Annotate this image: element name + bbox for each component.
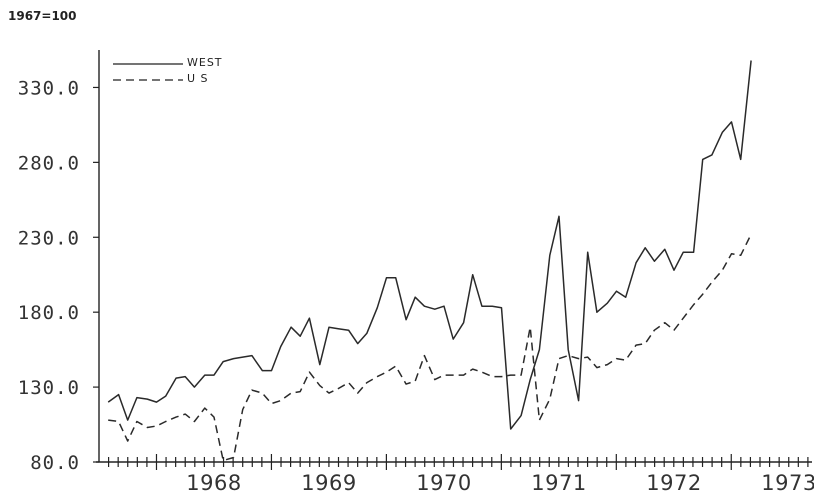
y-tick-label: 330.0 (18, 77, 80, 99)
x-axis-ticks: 1968 1969 1970 1971 1972 1973 (107, 454, 814, 495)
x-tick-label: 1969 (301, 471, 356, 495)
series-line-us (108, 233, 752, 462)
y-tick-label: 180.0 (18, 302, 80, 324)
legend-label-west: WEST (187, 56, 223, 69)
y-tick-label: 130.0 (18, 377, 80, 399)
series-layer (107, 60, 752, 462)
series-line-west (107, 60, 752, 430)
y-axis-ticks: 80.0 130.0 180.0 230.0 280.0 330.0 (18, 77, 99, 474)
y-tick-label: 280.0 (18, 152, 80, 174)
x-tick-label: 1968 (186, 471, 241, 495)
index-base-note: 1967=100 (8, 9, 77, 23)
x-tick-label: 1972 (646, 471, 701, 495)
y-tick-label: 80.0 (30, 452, 80, 474)
y-tick-label: 230.0 (18, 227, 80, 249)
x-tick-label: 1970 (416, 471, 471, 495)
legend: WEST U S (113, 56, 223, 85)
x-tick-label: 1973 (761, 471, 814, 495)
x-tick-label: 1971 (531, 471, 586, 495)
legend-label-us: U S (187, 72, 209, 85)
